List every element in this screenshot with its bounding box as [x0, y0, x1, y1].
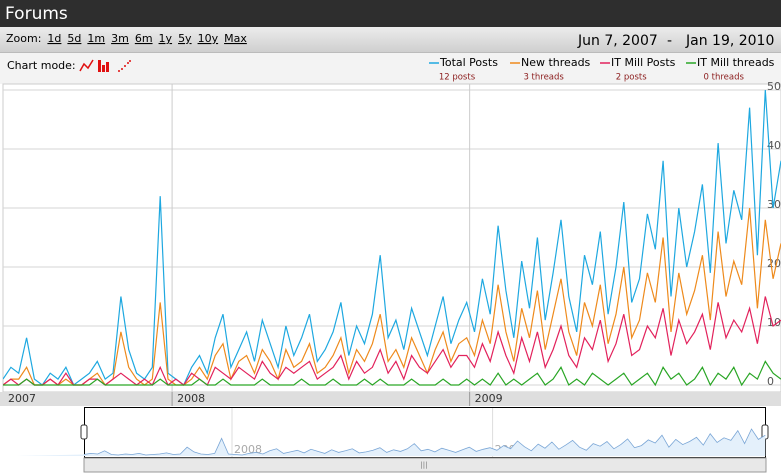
nav-area	[16, 429, 766, 456]
page-title: Forums	[5, 4, 68, 24]
mode-scatter-icon[interactable]	[118, 60, 131, 72]
series-line	[3, 360, 781, 387]
y-tick-label: 0	[767, 375, 774, 388]
mode-bar	[0, 52, 781, 84]
zoom-link[interactable]: 10y	[198, 32, 219, 45]
mode-line-icon[interactable]	[79, 59, 94, 72]
legend-value: 0 threads	[704, 73, 745, 83]
legend-value: 2 posts	[616, 73, 647, 83]
zoom-label: Zoom:	[6, 32, 41, 45]
scrollbar[interactable]	[83, 457, 767, 473]
chart-mode-label: Chart mode:	[7, 59, 76, 72]
zoom-link[interactable]: 6m	[135, 32, 153, 45]
legend-label: IT Mill threads	[697, 56, 775, 69]
zoom-link[interactable]: Max	[224, 32, 247, 45]
scroll-grip: |||	[420, 461, 427, 469]
series-line	[3, 296, 781, 386]
zoom-link[interactable]: 5d	[67, 32, 81, 45]
y-tick-label: 20	[767, 257, 781, 270]
series-line	[3, 207, 781, 386]
legend-label: IT Mill Posts	[611, 56, 676, 69]
series-line	[3, 89, 781, 386]
range-start: Jun 7, 2007	[577, 33, 658, 49]
zoom-bar	[0, 27, 781, 52]
range-separator: -	[667, 33, 672, 49]
range-end: Jan 19, 2010	[685, 33, 774, 49]
legend-value: 3 threads	[523, 73, 564, 83]
zoom-link[interactable]: 1y	[159, 32, 173, 45]
zoom-link[interactable]: 5y	[178, 32, 192, 45]
legend-value: 12 posts	[439, 73, 476, 83]
zoom-link[interactable]: 1m	[87, 32, 105, 45]
zoom-link[interactable]: 3m	[111, 32, 129, 45]
nav-line	[83, 428, 766, 456]
header-bar	[0, 0, 781, 27]
x-tick-label: 2008	[177, 392, 205, 405]
legend-label: Total Posts	[439, 56, 498, 69]
y-tick-label: 10	[767, 316, 781, 329]
plot-area	[2, 83, 781, 393]
x-axis-band	[0, 392, 781, 406]
y-tick-label: 50	[767, 80, 781, 93]
mode-bar-icon[interactable]	[98, 60, 109, 72]
left-handle[interactable]	[80, 424, 88, 440]
zoom-link[interactable]: 1d	[47, 32, 61, 45]
legend-label: New threads	[521, 56, 591, 69]
y-tick-label: 40	[767, 139, 781, 152]
x-tick-label: 2007	[8, 392, 36, 405]
x-tick-label: 2009	[475, 392, 503, 405]
plot-lines	[3, 89, 781, 387]
